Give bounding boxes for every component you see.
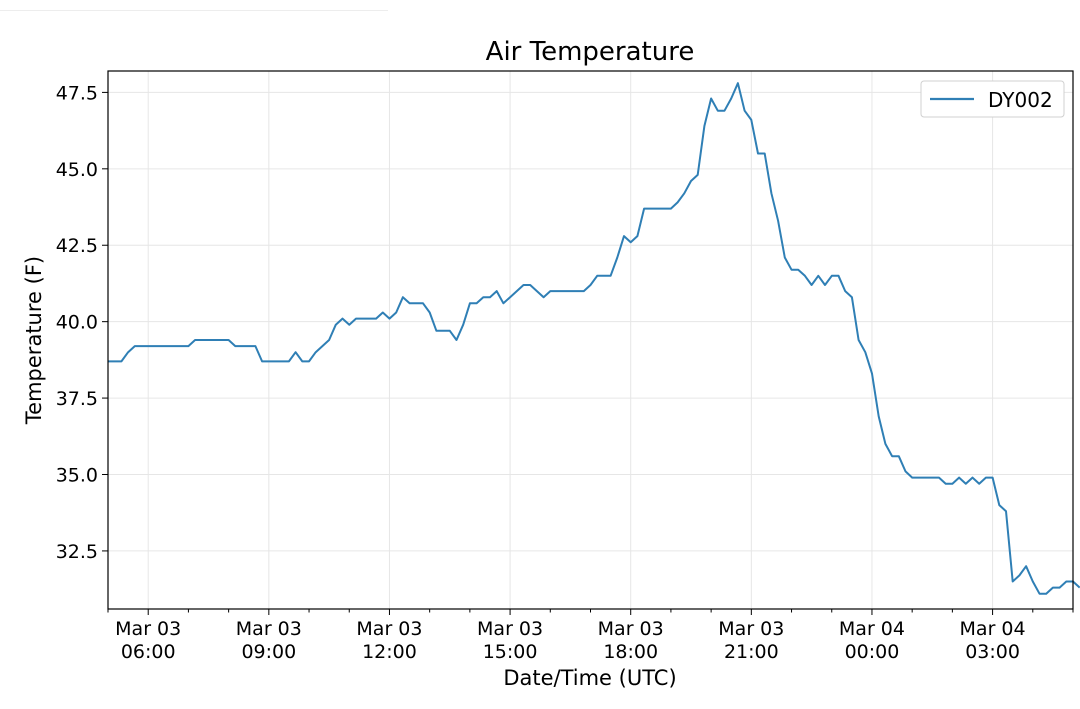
y-tick-label: 37.5: [56, 388, 98, 410]
y-tick-label: 42.5: [56, 235, 98, 257]
grid-lines: [108, 71, 1073, 609]
x-tick-label-date: Mar 03: [115, 618, 181, 640]
x-axis-label: Date/Time (UTC): [503, 666, 676, 690]
legend-box: [920, 80, 1065, 118]
y-axis-label: Temperature (F): [22, 256, 46, 425]
y-tick-label: 45.0: [56, 159, 98, 181]
y-tick-label: 47.5: [56, 82, 98, 104]
y-tick-label: 40.0: [56, 312, 98, 334]
x-tick-label-date: Mar 04: [839, 618, 905, 640]
series-line-dy002: [108, 82, 1080, 595]
legend-label-dy002: DY002: [988, 88, 1053, 112]
x-tick-label-date: Mar 03: [718, 618, 784, 640]
x-tick-label-time: 00:00: [845, 641, 900, 663]
x-tick-label-time: 21:00: [724, 641, 779, 663]
x-tick-label-time: 06:00: [121, 641, 176, 663]
series-layer: [108, 82, 1080, 595]
x-tick-label-date: Mar 03: [598, 618, 664, 640]
x-tick-label-time: 15:00: [483, 641, 538, 663]
x-tick-label-date: Mar 04: [960, 618, 1026, 640]
x-tick-label-date: Mar 03: [356, 618, 422, 640]
x-tick-label-time: 18:00: [603, 641, 658, 663]
x-tick-label-time: 12:00: [362, 641, 417, 663]
plot-frame: [107, 70, 1074, 610]
x-tick-label-date: Mar 03: [236, 618, 302, 640]
top-divider: [0, 10, 388, 11]
chart-title: Air Temperature: [486, 37, 695, 67]
x-tick-label-time: 03:00: [965, 641, 1020, 663]
x-tick-label-date: Mar 03: [477, 618, 543, 640]
legend: DY002: [920, 80, 1065, 118]
y-tick-label: 35.0: [56, 465, 98, 487]
x-tick-label-time: 09:00: [241, 641, 296, 663]
y-tick-label: 32.5: [56, 541, 98, 563]
